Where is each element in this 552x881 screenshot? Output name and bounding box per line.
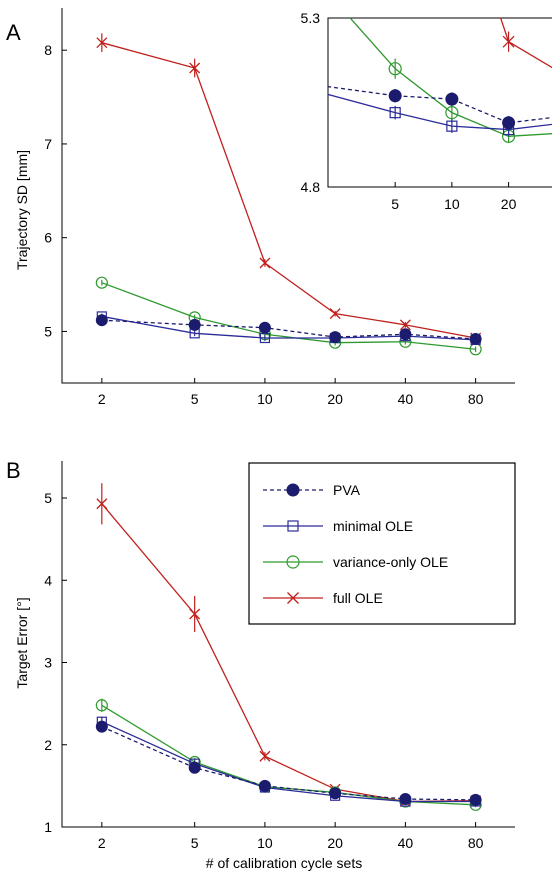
panel-b-x-tick-label: 40 [398, 835, 414, 851]
panel-a-inset: 5 10 20 4.8 5.3 [301, 10, 552, 212]
panel-b-line-pva [101, 726, 476, 801]
inset-data [328, 18, 552, 144]
inset-y-tick-label: 4.8 [301, 179, 321, 195]
panel-b-x-axis-label: # of calibration cycle sets [206, 855, 362, 871]
panel-b-point-pva [95, 720, 108, 733]
legend: PVA minimal OLE variance-only OLE full OLE [248, 462, 516, 625]
panel-a-x-tick-label: 5 [191, 391, 199, 407]
inset-x-tick-label: 10 [444, 196, 460, 212]
panel-a-line-pva [101, 319, 476, 340]
panel-b-x-tick-label: 5 [191, 835, 199, 851]
panel-b-y-tick-label: 1 [44, 819, 52, 835]
panel-a-x-tick-label: 20 [327, 391, 343, 407]
panel-a-line-full [101, 42, 476, 339]
panel-a-y-tick-label: 5 [44, 323, 52, 339]
panel-a-point-pva [188, 318, 201, 331]
panel-a-point-pva [95, 314, 108, 327]
inset-line-pva [328, 85, 552, 124]
legend-label-full: full OLE [333, 590, 383, 606]
inset-point-minimal [446, 120, 458, 132]
panel-a-line-minimal [101, 315, 476, 341]
inset-point-pva [445, 92, 459, 106]
panel-a-point-full [329, 308, 341, 320]
panel-b-x-tick-label: 10 [257, 835, 273, 851]
panel-a-x-tick-label: 40 [398, 391, 414, 407]
inset-line-full [499, 18, 552, 69]
panel-b-x-tick-label: 80 [468, 835, 484, 851]
panel-a-point-full [399, 319, 411, 331]
panel-b-plot-area: 2 5 10 20 40 80 1 2 3 4 5 [44, 461, 515, 851]
panel-a-point-full [189, 62, 201, 74]
panel-a-point-variance [95, 276, 108, 289]
panel-a-point-full [96, 37, 108, 49]
panel-a-axes [61, 8, 515, 384]
panel-b-point-full [259, 750, 271, 762]
panel-a-label: A [6, 20, 21, 45]
inset-point-pva [388, 89, 402, 103]
panel-a-y-tick-label: 8 [44, 42, 52, 58]
panel-b-point-full [189, 608, 201, 620]
legend-marker-minimal [287, 520, 299, 532]
panel-b-x-tick-label: 20 [327, 835, 343, 851]
legend-label-minimal: minimal OLE [333, 518, 413, 534]
panel-a-line-variance [101, 282, 476, 350]
panel-a-point-pva [329, 331, 342, 344]
inset-point-variance [445, 106, 459, 120]
inset-point-pva [502, 116, 516, 130]
inset-point-minimal [389, 107, 401, 119]
panel-a-x-tick-label: 10 [257, 391, 273, 407]
panel-b-point-pva [329, 787, 342, 800]
panel-b-point-pva [258, 779, 271, 792]
legend-marker-pva [286, 483, 300, 497]
panel-a-point-pva [469, 332, 482, 345]
panel-b-y-tick-label: 3 [44, 655, 52, 671]
panel-b-point-pva [399, 793, 412, 806]
panel-a-point-full [259, 257, 271, 269]
inset-x-tick-label: 20 [501, 196, 517, 212]
panel-b-point-full [96, 498, 108, 510]
legend-label-pva: PVA [333, 482, 361, 498]
panel-b-x-tick-label: 2 [98, 835, 106, 851]
panel-b-point-pva [469, 793, 482, 806]
panel-b-y-axis-label: Target Error [°] [14, 597, 30, 688]
panel-b-point-variance [95, 699, 108, 712]
inset-x-tick-label: 5 [391, 196, 399, 212]
legend-label-variance: variance-only OLE [333, 554, 448, 570]
inset-y-tick-label: 5.3 [301, 10, 321, 26]
panel-a-plot-area: 2 5 10 20 40 80 5 6 7 8 [44, 8, 515, 407]
panel-b-label: B [6, 458, 21, 483]
panel-b-y-tick-label: 4 [44, 572, 52, 588]
panel-a-point-pva [258, 321, 271, 334]
panel-b-y-tick-label: 5 [44, 490, 52, 506]
panel-b: B Target Error [°] # of calibration cycl… [6, 458, 516, 871]
inset-point-full [502, 35, 515, 48]
panel-a-y-tick-label: 6 [44, 230, 52, 246]
legend-marker-variance [286, 555, 300, 569]
panel-a-y-tick-label: 7 [44, 136, 52, 152]
inset-point-variance [388, 62, 402, 76]
panel-a-x-tick-label: 80 [468, 391, 484, 407]
panel-b-line-minimal [101, 721, 476, 803]
panel-a-y-axis-label: Trajectory SD [mm] [14, 150, 30, 270]
inset-frame [327, 17, 552, 188]
panel-a-x-tick-label: 2 [98, 391, 106, 407]
legend-marker-full [287, 592, 299, 604]
panel-b-y-tick-label: 2 [44, 737, 52, 753]
panel-b-point-pva [188, 761, 201, 774]
panel-a-point-pva [399, 328, 412, 341]
